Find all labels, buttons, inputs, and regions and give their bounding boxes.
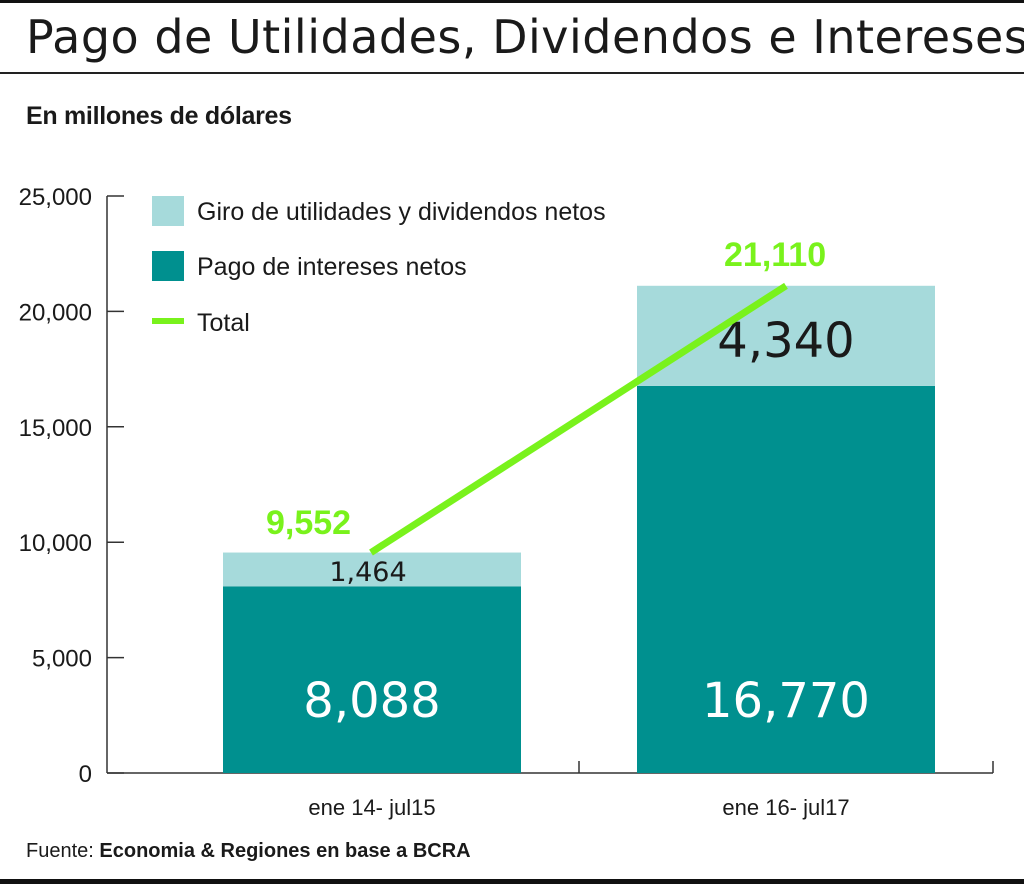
x-tick-label: ene 14- jul15	[308, 795, 435, 820]
legend-swatch-interest	[152, 251, 184, 281]
y-tick-label: 10,000	[19, 530, 92, 557]
bar-dividends	[637, 285, 935, 386]
bottom-border	[0, 879, 1024, 884]
bar-dividends	[223, 552, 521, 587]
y-tick-label: 5,000	[32, 646, 92, 673]
source-label: Fuente:	[26, 840, 94, 862]
data-label-total: 9,552	[266, 504, 351, 542]
bar-interest	[637, 385, 935, 773]
data-label-dividends: 4,340	[717, 313, 854, 369]
source-text: Economia & Regiones en base a BCRA	[99, 840, 471, 862]
y-tick-label: 15,000	[19, 415, 92, 442]
chart-title: Pago de Utilidades, Dividendos e Interes…	[26, 10, 1024, 64]
data-label-dividends: 1,464	[329, 557, 406, 588]
y-tick-label: 0	[79, 761, 92, 788]
legend-label-total: Total	[197, 309, 250, 337]
legend-label-dividends: Giro de utilidades y dividendos netos	[197, 198, 606, 226]
data-label-interest: 16,770	[702, 673, 870, 729]
title-divider	[0, 72, 1024, 74]
bar-interest	[223, 586, 521, 773]
x-tick-label: ene 16- jul17	[722, 795, 849, 820]
source-note: Fuente: Economia & Regiones en base a BC…	[26, 840, 471, 863]
y-tick-label: 25,000	[19, 184, 92, 211]
y-tick-label: 20,000	[19, 299, 92, 326]
data-label-interest: 8,088	[303, 673, 440, 729]
data-label-total: 21,110	[724, 236, 826, 274]
legend-label-interest: Pago de intereses netos	[197, 253, 467, 281]
total-line	[369, 282, 788, 556]
chart-subtitle: En millones de dólares	[26, 102, 292, 130]
legend-swatch-dividends	[152, 196, 184, 226]
top-border	[0, 0, 1024, 3]
